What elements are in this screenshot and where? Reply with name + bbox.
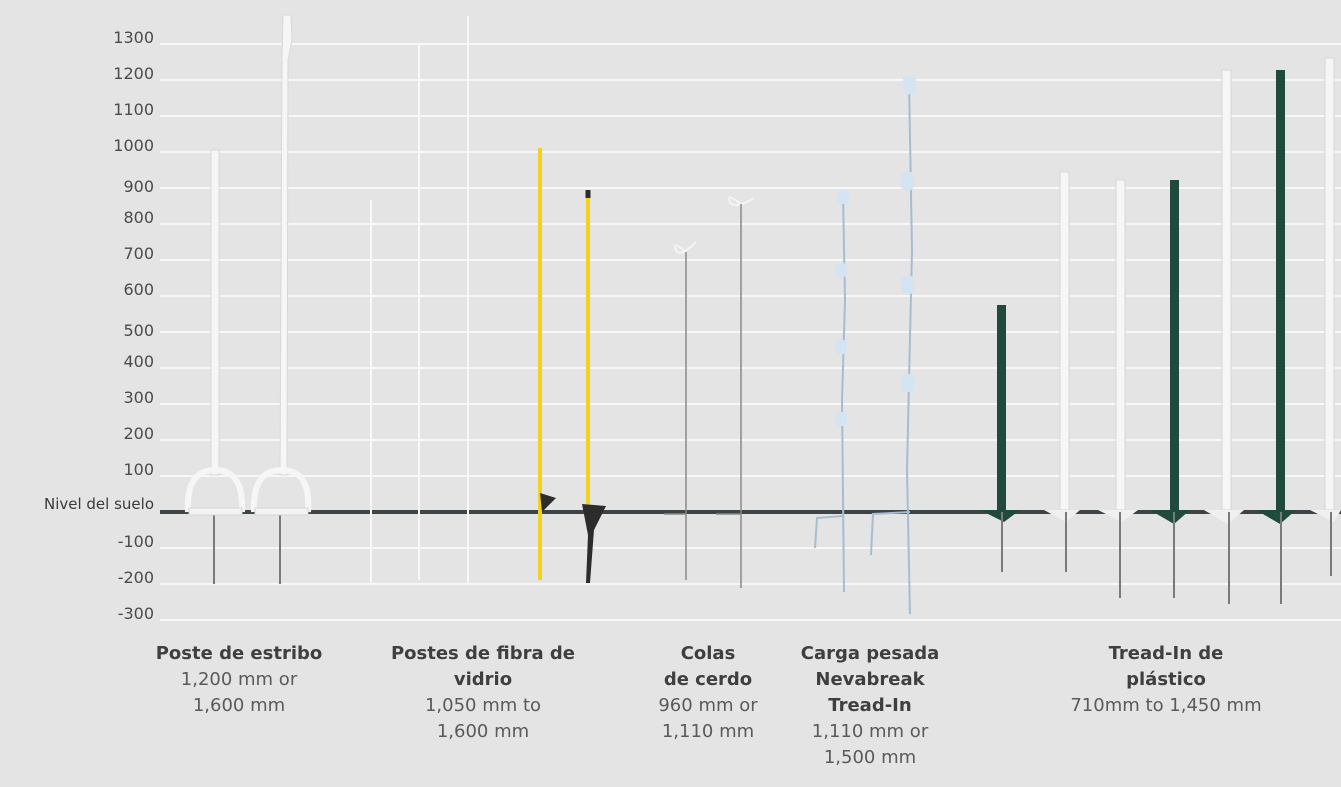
ground-level-label: Nivel del suelo [43, 495, 154, 513]
plastic-tread-in-green-short [980, 305, 1020, 572]
pigtail-post-short [664, 241, 697, 580]
grid-line [160, 583, 1341, 585]
tick-label-800: 800 [123, 208, 154, 227]
tick-label-400: 400 [123, 352, 154, 371]
grid-line [160, 619, 1341, 621]
caption-title: Poste de estribo [155, 643, 323, 664]
tick-label-200: 200 [123, 424, 154, 443]
grid-line [160, 331, 1341, 333]
tick-label-1100: 1100 [113, 100, 154, 119]
grid-line [160, 43, 1341, 45]
plastic-tread-in-white-3 [1204, 69, 1244, 604]
plastic-tread-in-white-4 [1310, 57, 1341, 576]
caption-range: 1,110 mm or 1,500 mm [811, 721, 929, 768]
grid-line [160, 547, 1341, 549]
caption-fibreglass-posts: Postes de fibra de vidrio 1,050 mm to 1,… [370, 641, 596, 745]
nevabreak-post-tall [870, 76, 916, 615]
grid-line [160, 367, 1341, 369]
caption-title: Tread-In de plástico [1108, 643, 1224, 690]
tick-label-900: 900 [123, 177, 154, 196]
tick-label-minus-200: -200 [117, 568, 154, 587]
tick-label-1000: 1000 [113, 136, 154, 155]
tick-label-minus-300: -300 [117, 604, 154, 623]
stirrup-post-short [184, 149, 246, 584]
tick-label-100: 100 [123, 460, 154, 479]
grid-line [160, 187, 1341, 189]
caption-range: 1,200 mm or 1,600 mm [180, 669, 298, 716]
caption-range: 1,050 mm to 1,600 mm [424, 695, 542, 742]
grid-line [160, 115, 1341, 117]
plastic-tread-in-white-2 [1098, 179, 1138, 598]
tick-label-1300: 1300 [113, 28, 154, 47]
caption-title: Colas de cerdo [663, 643, 753, 690]
tick-label-500: 500 [123, 321, 154, 340]
nevabreak-post-short [814, 190, 849, 593]
stirrup-post-tall [250, 14, 312, 584]
caption-nevabreak-tread-in: Carga pesada Nevabreak Tread-In 1,110 mm… [784, 641, 956, 771]
tick-label-1200: 1200 [113, 64, 154, 83]
grid-line [160, 475, 1341, 477]
grid-line [160, 79, 1341, 81]
plastic-tread-in-green-tall [1256, 70, 1296, 604]
grid-line [160, 223, 1341, 225]
fibreglass-post-yellow-2 [582, 190, 606, 583]
tick-label-700: 700 [123, 244, 154, 263]
plastic-tread-in-white-1 [1044, 171, 1080, 572]
tick-label-300: 300 [123, 388, 154, 407]
grid-line [160, 439, 1341, 441]
pigtail-post-tall [716, 196, 755, 588]
plastic-tread-in-green-medium [1150, 180, 1190, 598]
grid-line [160, 259, 1341, 261]
tick-label-minus-100: -100 [117, 532, 154, 551]
grid-line [160, 151, 1341, 153]
grid-line [160, 403, 1341, 405]
caption-title: Postes de fibra de vidrio [390, 643, 576, 690]
ground-level-line [160, 510, 1341, 514]
tick-label-600: 600 [123, 280, 154, 299]
caption-range: 960 mm or 1,110 mm [658, 695, 758, 742]
fibreglass-post-yellow-1 [538, 148, 556, 580]
caption-title: Carga pesada Nevabreak Tread-In [800, 643, 940, 716]
caption-pigtail-posts: Colas de cerdo 960 mm or 1,110 mm [636, 641, 780, 745]
caption-plastic-tread-in: Tread-In de plástico 710mm to 1,450 mm [1046, 641, 1286, 719]
caption-stirrup-post: Poste de estribo 1,200 mm or 1,600 mm [134, 641, 344, 719]
caption-range: 710mm to 1,450 mm [1070, 695, 1262, 716]
grid-line [160, 295, 1341, 297]
